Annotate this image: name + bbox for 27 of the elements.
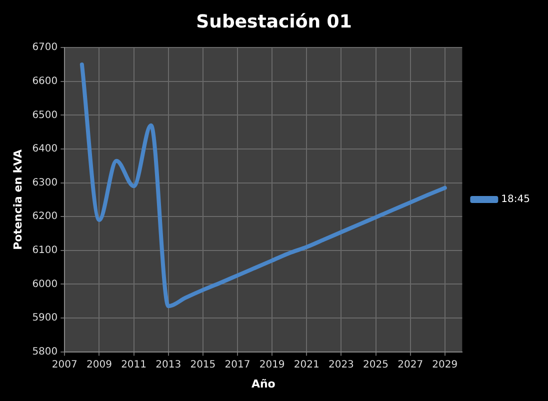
x-tick-label: 2019	[259, 359, 285, 370]
x-tick-label: 2007	[52, 359, 78, 370]
x-tick-label: 2009	[86, 359, 112, 370]
x-tick-label: 2021	[294, 359, 320, 370]
legend-label: 18:45	[501, 194, 530, 206]
y-tick-label: 6200	[32, 211, 58, 222]
y-tick-label: 6100	[32, 244, 58, 256]
x-tick-label: 2013	[156, 359, 182, 370]
x-tick-label: 2027	[398, 359, 424, 370]
x-tick-label: 2023	[328, 359, 354, 370]
y-axis-title: Potencia en kVA	[11, 149, 24, 250]
y-tick-label: 6600	[32, 76, 58, 87]
x-tick-label: 2025	[363, 359, 388, 370]
y-tick-label: 6400	[32, 144, 58, 155]
x-tick-label: 2017	[224, 359, 250, 370]
y-tick-label: 6000	[32, 278, 58, 290]
line-series	[80, 62, 447, 308]
y-tick-label: 5800	[32, 346, 58, 358]
y-tick-label: 6300	[32, 177, 58, 188]
y-tick-label: 6700	[32, 42, 58, 54]
y-tick-label: 6500	[32, 110, 58, 121]
x-tick-label: 2011	[121, 359, 147, 370]
x-tick-label: 2029	[432, 359, 458, 370]
x-tick-label: 2015	[190, 359, 216, 370]
x-axis-title: Año	[251, 377, 276, 390]
chart-title: Subestación 01	[196, 11, 352, 32]
y-tick-label: 5900	[32, 312, 58, 324]
